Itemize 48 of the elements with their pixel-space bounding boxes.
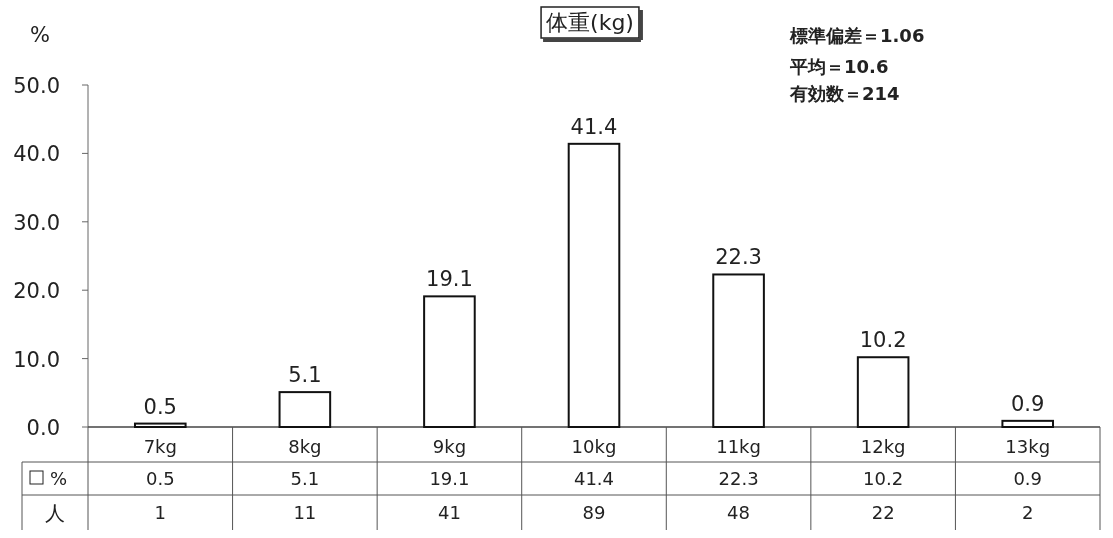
x-tick-label: 12kg [860, 436, 906, 457]
x-tick-label: 11kg [716, 436, 761, 457]
text: % [50, 468, 68, 489]
text: 5.1 [290, 468, 320, 489]
y-tick-label: 50.0 [13, 74, 60, 98]
data-label: 5.1 [288, 363, 322, 388]
text: 10.2 [863, 468, 904, 489]
data-label: 0.5 [143, 394, 177, 419]
x-tick-label: 10kg [571, 436, 617, 457]
y-tick-label: 10.0 [13, 347, 60, 372]
bar [567, 142, 621, 428]
y-axis-title: % [30, 23, 50, 47]
text: 22.3 [718, 468, 759, 489]
data-label: 41.4 [570, 114, 618, 139]
y-tick-label: 0.0 [26, 416, 60, 440]
x-tick-label: 13kg [1005, 436, 1051, 457]
text: 人 [45, 501, 65, 525]
text: 平均＝10.6 [789, 56, 889, 77]
text: 2 [1021, 502, 1034, 523]
chart-title: 体重(kg) [546, 10, 634, 35]
y-tick-label: 30.0 [13, 210, 60, 235]
x-tick-label: 9kg [432, 436, 467, 457]
text: 41.4 [573, 468, 615, 489]
bar [856, 356, 910, 428]
annotation: 有効数＝214 [789, 83, 900, 104]
text: 0.9 [1013, 468, 1043, 489]
data-label: 0.9 [1011, 391, 1045, 416]
text: 0.5 [145, 468, 175, 489]
text: 89 [582, 502, 606, 523]
bar [423, 295, 476, 428]
bar [278, 391, 332, 428]
data-label: 19.1 [426, 267, 473, 292]
text: 標準偏差＝1.06 [789, 25, 925, 46]
y-tick-label: 20.0 [13, 279, 60, 304]
text: 11 [293, 502, 317, 523]
bar [1001, 419, 1055, 428]
data-label: 10.2 [859, 328, 907, 353]
y-tick-label: 40.0 [13, 142, 60, 167]
text: 48 [727, 502, 751, 523]
text: 19.1 [429, 468, 470, 489]
x-tick-label: 7kg [143, 436, 177, 457]
text: 22 [871, 502, 895, 523]
x-tick-label: 8kg [288, 436, 322, 457]
bar [712, 273, 765, 428]
bar [133, 422, 187, 428]
text: 1 [154, 502, 167, 523]
data-label: 22.3 [715, 245, 762, 270]
text: 41 [437, 502, 461, 523]
